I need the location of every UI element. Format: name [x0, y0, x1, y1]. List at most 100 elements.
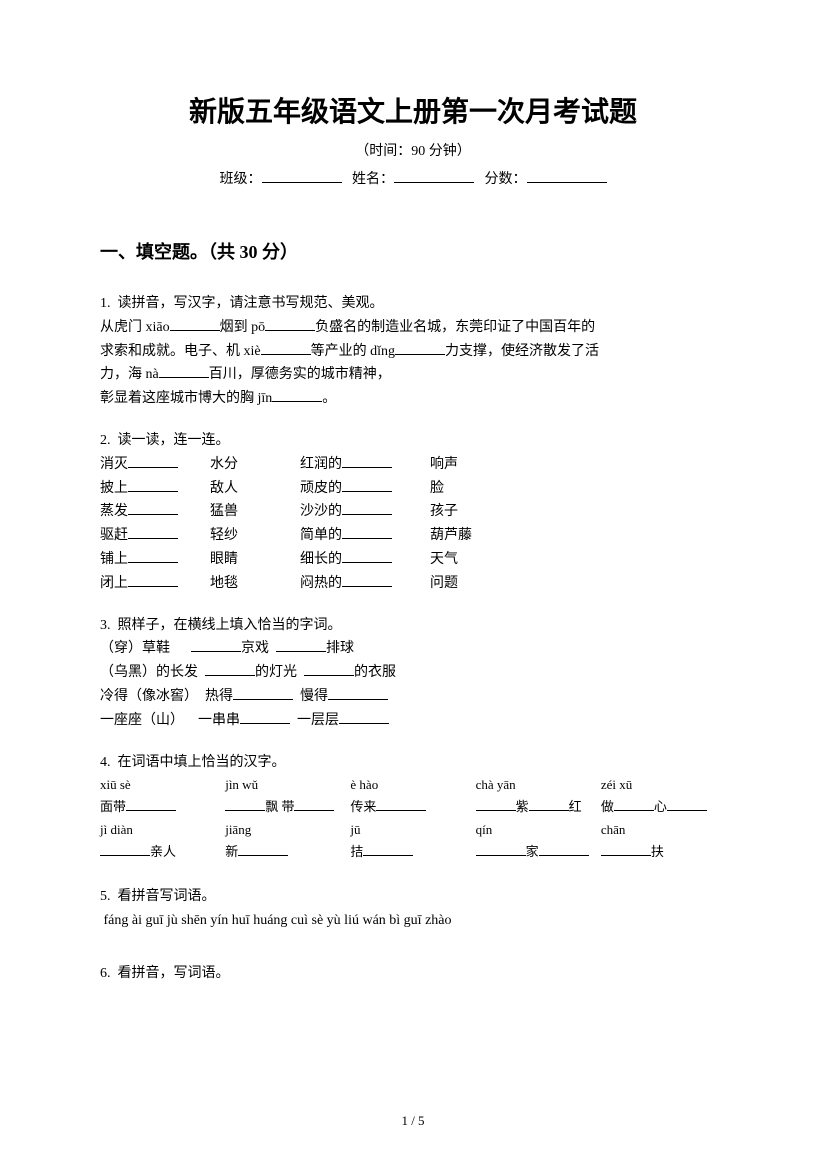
- match-word: 葫芦藤: [430, 524, 510, 548]
- question-5: 5. 看拼音写词语。 fáng ài guī jù shēn yín huī h…: [100, 885, 726, 933]
- blank[interactable]: [265, 317, 315, 331]
- blank[interactable]: [272, 388, 322, 402]
- match-right: 简单的: [300, 524, 430, 548]
- q5-num: 5.: [100, 889, 111, 904]
- score-blank[interactable]: [527, 169, 607, 183]
- match-word: 问题: [430, 572, 510, 596]
- q3-prompt: 照样子，在横线上填入恰当的字词。: [118, 618, 342, 633]
- page-title: 新版五年级语文上册第一次月考试题: [100, 90, 726, 130]
- question-4: 4. 在词语中填上恰当的汉字。 xiū sè jìn wǔ è hào chà …: [100, 751, 726, 863]
- q1-text: 负盛名的制造业名城，东莞印证了中国百年的: [315, 320, 595, 335]
- q1-text: 彰显着这座城市博大的胸 jīn: [100, 391, 272, 406]
- blank[interactable]: [614, 797, 654, 811]
- q4-pinyin: è hào: [350, 774, 475, 796]
- q5-pinyin-list: fáng ài guī jù shēn yín huī huáng cuì sè…: [104, 913, 452, 928]
- name-blank[interactable]: [394, 169, 474, 183]
- q3-text: （穿）草鞋: [100, 641, 170, 656]
- match-word: 孩子: [430, 500, 510, 524]
- blank[interactable]: [261, 341, 311, 355]
- match-right: 闷热的: [300, 572, 430, 596]
- q3-text: 慢得: [300, 689, 328, 704]
- blank[interactable]: [170, 317, 220, 331]
- blank[interactable]: [100, 842, 150, 856]
- q4-text: 新: [225, 844, 238, 859]
- q4-text: 传来: [350, 799, 376, 814]
- blank[interactable]: [328, 686, 388, 700]
- blank[interactable]: [304, 662, 354, 676]
- q1-text: 求索和成就。电子、机 xiè: [100, 344, 261, 359]
- q3-text: 京戏: [241, 641, 269, 656]
- match-row: 铺上眼睛细长的天气: [100, 548, 726, 572]
- blank[interactable]: [205, 662, 255, 676]
- q3-text: 热得: [205, 689, 233, 704]
- question-2: 2. 读一读，连一连。 消灭水分红润的响声披上敌人顽皮的脸蒸发猛兽沙沙的孩子驱赶…: [100, 429, 726, 596]
- q3-text: 排球: [326, 641, 354, 656]
- q3-text: （乌黑）的长发: [100, 665, 198, 680]
- blank[interactable]: [225, 797, 265, 811]
- blank[interactable]: [240, 710, 290, 724]
- q6-prompt: 看拼音，写词语。: [118, 966, 230, 981]
- match-right: 细长的: [300, 548, 430, 572]
- question-3: 3. 照样子，在横线上填入恰当的字词。 （穿）草鞋 京戏 排球 （乌黑）的长发 …: [100, 614, 726, 733]
- blank[interactable]: [294, 797, 334, 811]
- match-left: 闭上: [100, 572, 210, 596]
- match-left: 蒸发: [100, 500, 210, 524]
- class-blank[interactable]: [262, 169, 342, 183]
- blank[interactable]: [539, 842, 589, 856]
- question-6: 6. 看拼音，写词语。: [100, 962, 726, 986]
- q4-pinyin: jiāng: [225, 819, 350, 841]
- match-row: 披上敌人顽皮的脸: [100, 477, 726, 501]
- q4-text: 家: [526, 844, 539, 859]
- blank[interactable]: [238, 842, 288, 856]
- q1-text: 烟到 pō: [220, 320, 266, 335]
- blank[interactable]: [339, 710, 389, 724]
- q4-pinyin: jì diàn: [100, 819, 225, 841]
- q5-prompt: 看拼音写词语。: [118, 889, 216, 904]
- q1-num: 1.: [100, 296, 111, 311]
- match-left: 披上: [100, 477, 210, 501]
- blank[interactable]: [476, 797, 516, 811]
- q4-text: 扶: [651, 844, 664, 859]
- blank[interactable]: [363, 842, 413, 856]
- match-word: 眼睛: [210, 548, 300, 572]
- blank[interactable]: [476, 842, 526, 856]
- q3-text: 一座座（山）: [100, 713, 184, 728]
- q4-pinyin: chān: [601, 819, 726, 841]
- blank[interactable]: [601, 842, 651, 856]
- blank[interactable]: [126, 797, 176, 811]
- q3-num: 3.: [100, 618, 111, 633]
- q4-text: 紫: [516, 799, 529, 814]
- match-word: 地毯: [210, 572, 300, 596]
- blank[interactable]: [191, 638, 241, 652]
- q3-text: 的灯光: [255, 665, 297, 680]
- q4-pinyin: qín: [476, 819, 601, 841]
- blank[interactable]: [529, 797, 569, 811]
- q4-text: 拮: [350, 844, 363, 859]
- q4-text: 飘 带: [265, 799, 294, 814]
- q1-prompt: 读拼音，写汉字，请注意书写规范、美观。: [118, 296, 384, 311]
- match-right: 沙沙的: [300, 500, 430, 524]
- blank[interactable]: [395, 341, 445, 355]
- q4-prompt: 在词语中填上恰当的汉字。: [118, 755, 286, 770]
- score-label: 分数：: [485, 172, 527, 187]
- match-row: 驱赶轻纱简单的葫芦藤: [100, 524, 726, 548]
- blank[interactable]: [233, 686, 293, 700]
- q4-pinyin: jū: [350, 819, 475, 841]
- q3-text: 冷得（像冰窖）: [100, 689, 198, 704]
- match-right: 顽皮的: [300, 477, 430, 501]
- match-left: 铺上: [100, 548, 210, 572]
- blank[interactable]: [376, 797, 426, 811]
- match-word: 敌人: [210, 477, 300, 501]
- blank[interactable]: [276, 638, 326, 652]
- q4-pinyin: zéi xū: [601, 774, 726, 796]
- blank[interactable]: [159, 364, 209, 378]
- match-row: 蒸发猛兽沙沙的孩子: [100, 500, 726, 524]
- q3-text: 一层层: [297, 713, 339, 728]
- q4-text: 红: [569, 799, 582, 814]
- match-word: 水分: [210, 453, 300, 477]
- blank[interactable]: [667, 797, 707, 811]
- student-info-line: 班级： 姓名： 分数：: [100, 168, 726, 188]
- section-1-header: 一、填空题。（共 30 分）: [100, 238, 726, 264]
- name-label: 姓名：: [352, 172, 394, 187]
- q4-pinyin: chà yān: [476, 774, 601, 796]
